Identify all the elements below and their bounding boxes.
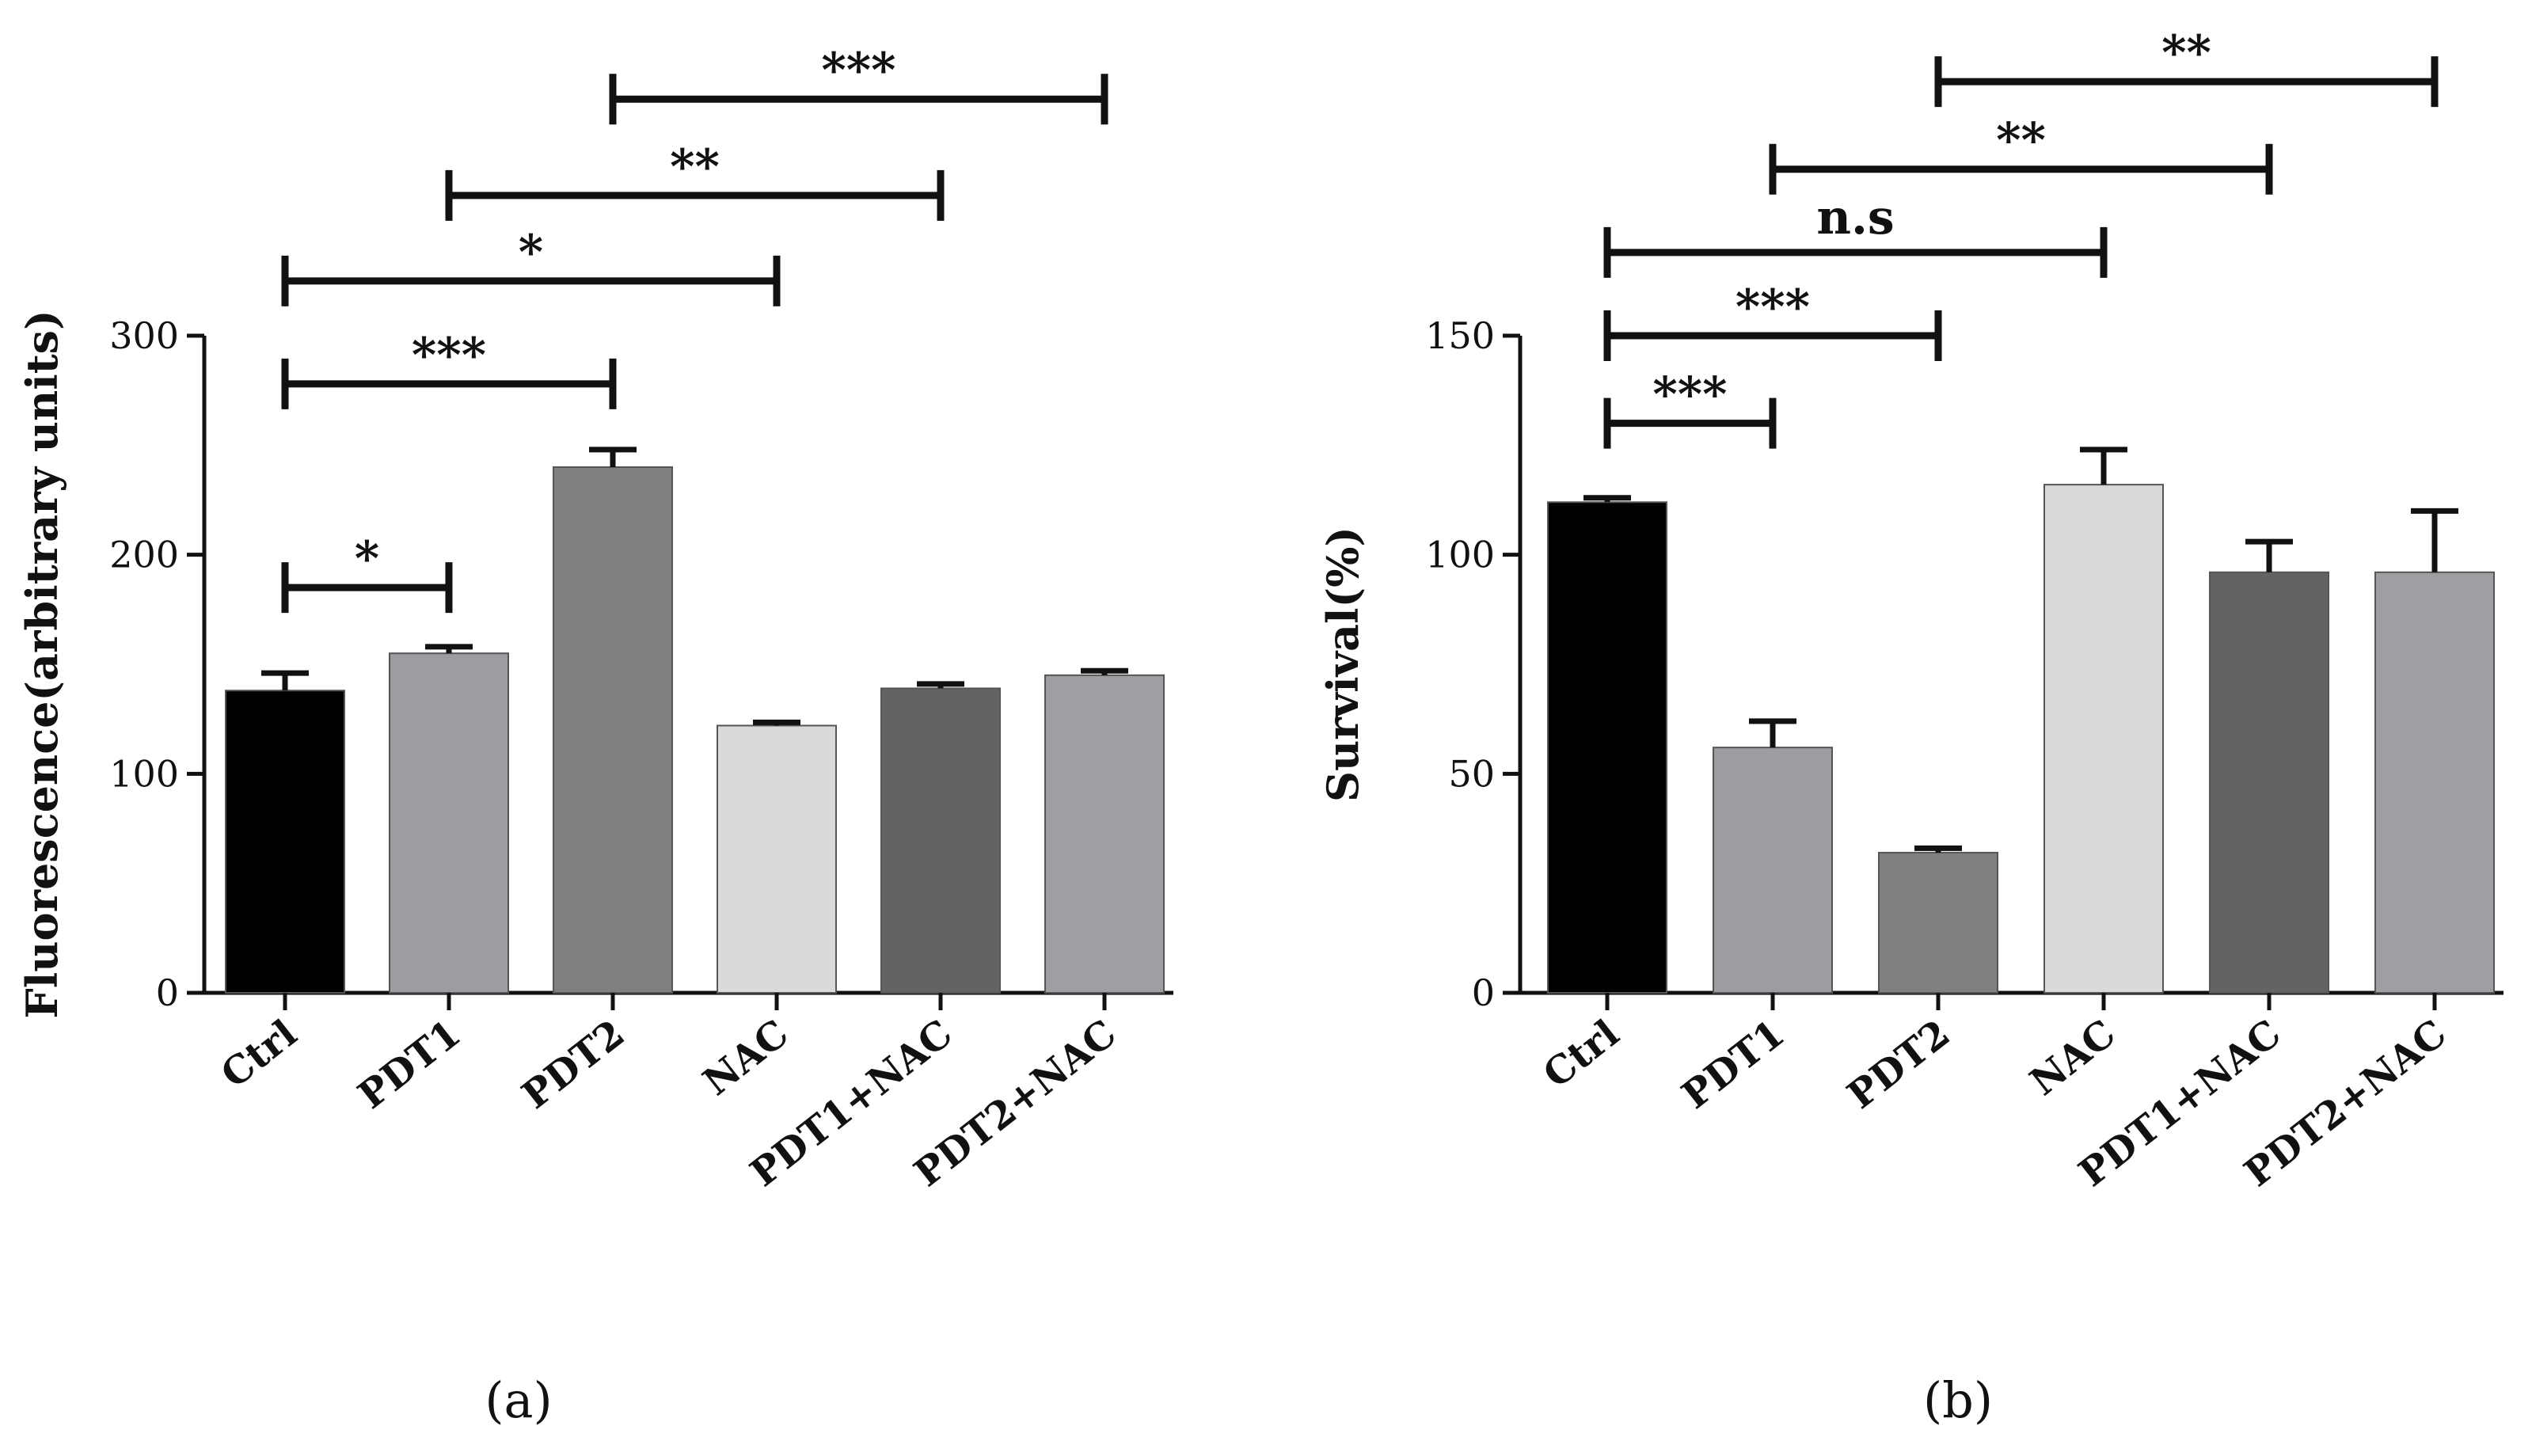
bar bbox=[1878, 851, 1998, 994]
significance-label: *** bbox=[1652, 367, 1727, 423]
category-label: PDT1 bbox=[1674, 1011, 1793, 1118]
category-label: NAC bbox=[2022, 1011, 2124, 1104]
significance-label: ** bbox=[670, 139, 720, 195]
significance-label: ** bbox=[2161, 25, 2211, 81]
bar bbox=[2209, 571, 2329, 994]
bar bbox=[553, 466, 673, 994]
bar bbox=[1713, 747, 1833, 994]
bar bbox=[389, 652, 509, 994]
significance-label: n.s bbox=[1816, 190, 1894, 245]
significance-label: ** bbox=[1996, 113, 2046, 169]
y-tick-label: 150 bbox=[1425, 314, 1495, 357]
category-label: NAC bbox=[695, 1011, 797, 1104]
panel-label: (a) bbox=[485, 1371, 552, 1429]
y-tick-label: 100 bbox=[109, 752, 179, 795]
bar bbox=[1044, 674, 1165, 994]
category-label: PDT2 bbox=[514, 1011, 633, 1118]
category-label: PDT2 bbox=[1839, 1011, 1958, 1118]
significance-label: *** bbox=[1736, 279, 1810, 335]
y-tick-label: 50 bbox=[1448, 752, 1495, 795]
y-tick-label: 0 bbox=[156, 971, 179, 1014]
significance-label: *** bbox=[412, 328, 486, 383]
bar bbox=[225, 690, 345, 994]
bar bbox=[1547, 501, 1667, 994]
significance-label: *** bbox=[821, 43, 895, 98]
y-axis-title: Survival(%) bbox=[1317, 527, 1368, 802]
chart-panel-1: 0 100 200 300 Fluorescence(arbitrary units) C… bbox=[17, 43, 1173, 1429]
bar bbox=[2043, 484, 2164, 994]
bar bbox=[880, 687, 1001, 994]
y-tick-label: 0 bbox=[1472, 971, 1495, 1014]
significance-label: * bbox=[355, 531, 379, 587]
significance-label: * bbox=[519, 225, 543, 280]
category-label: PDT1 bbox=[350, 1011, 469, 1118]
y-tick-label: 200 bbox=[109, 534, 179, 576]
y-tick-label: 100 bbox=[1425, 534, 1495, 576]
panel-label: (b) bbox=[1923, 1371, 1993, 1429]
bar bbox=[717, 724, 837, 994]
category-label: Ctrl bbox=[213, 1011, 305, 1097]
y-tick-label: 300 bbox=[109, 314, 179, 357]
category-label: Ctrl bbox=[1535, 1011, 1627, 1097]
bar bbox=[2374, 571, 2495, 994]
y-axis-title: Fluorescence(arbitrary units) bbox=[17, 310, 67, 1018]
